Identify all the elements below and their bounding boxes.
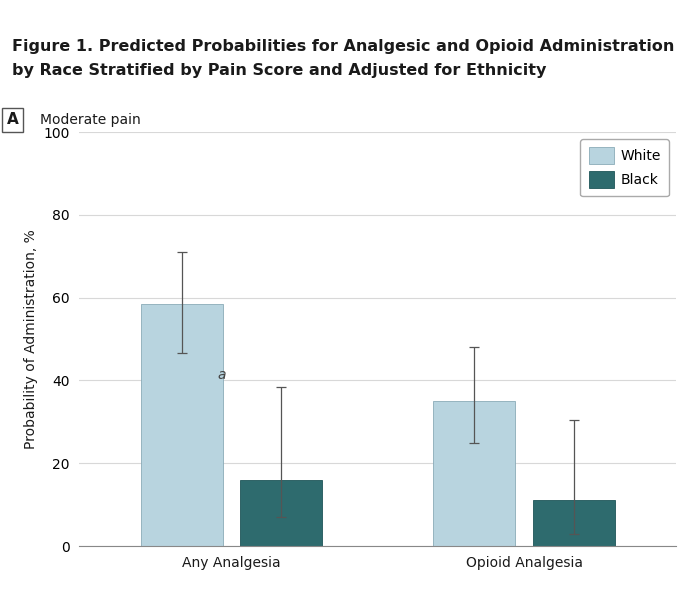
Bar [141,304,223,546]
Text: Figure 1. Predicted Probabilities for Analgesic and Opioid Administration: Figure 1. Predicted Probabilities for An… [12,39,675,54]
Y-axis label: Probability of Administration, %: Probability of Administration, % [23,229,38,449]
Legend: White, Black: White, Black [580,139,669,196]
Bar [533,500,615,546]
Text: A: A [6,113,19,127]
Text: Moderate pain: Moderate pain [40,113,141,127]
Bar [433,401,515,546]
Text: by Race Stratified by Pain Score and Adjusted for Ethnicity: by Race Stratified by Pain Score and Adj… [12,63,546,78]
Text: a: a [217,368,226,382]
Bar [240,480,322,546]
